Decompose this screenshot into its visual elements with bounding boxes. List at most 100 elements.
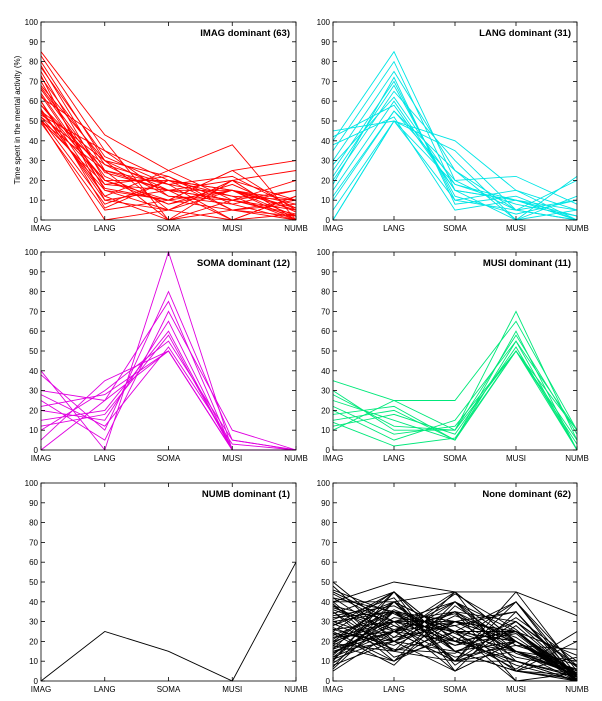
x-tick-label: SOMA: [443, 454, 467, 463]
panel-6: 0 10 20 30 40 50 60 70 80 90 100 IMAG LANG SOMA MUSI NU…: [317, 479, 589, 694]
y-tick-label: 70: [29, 307, 38, 316]
panel-1: 0 10 20 30 40 50 60 70 80 90 100 IMAG LANG SOMA MUSI NU…: [25, 18, 308, 233]
panel-5: 0 10 20 30 40 50 60 70 80 90 100 IMAG LANG SOMA MUSI NU…: [25, 479, 308, 694]
x-tick-label: LANG: [94, 224, 116, 233]
x-tick-label: NUMB: [565, 685, 589, 694]
series-line-4-1: [332, 320, 578, 431]
series-line-2-2: [332, 60, 578, 217]
series-line-1-30: [40, 75, 297, 221]
y-tick-label: 40: [321, 367, 330, 376]
y-tick-label: 0: [34, 446, 39, 455]
series-line-6-42: [332, 591, 578, 672]
series-line-6-56: [332, 611, 578, 682]
y-tick-label: 20: [321, 406, 330, 415]
y-tick-label: 20: [29, 176, 38, 185]
series-line-1-17: [40, 114, 297, 211]
series-line-1-28: [40, 95, 297, 211]
y-tick-label: 70: [321, 77, 330, 86]
y-tick-label: 10: [29, 426, 38, 435]
series-line-6-60: [332, 593, 578, 682]
y-tick-label: 20: [321, 637, 330, 646]
series-line-1-29: [40, 87, 297, 221]
y-tick-label: 50: [29, 347, 38, 356]
y-tick-label: 40: [29, 367, 38, 376]
x-tick-label: MUSI: [506, 454, 526, 463]
y-tick-label: 30: [29, 157, 38, 166]
y-tick-label: 90: [321, 38, 330, 47]
series-line-3-9: [40, 350, 296, 451]
x-tick-label: IMAG: [323, 685, 343, 694]
series-line-3-6: [40, 330, 296, 451]
series-line-6-37: [333, 591, 578, 617]
series-line-2-11: [332, 116, 578, 221]
series-line-3-4: [40, 310, 297, 451]
panel-3: 0 10 20 30 40 50 60 70 80 90 100 IMAG LANG SOMA MUSI NU…: [25, 248, 308, 463]
y-tick-label: 10: [29, 657, 38, 666]
y-tick-label: 60: [321, 327, 330, 336]
x-tick-label: LANG: [94, 454, 116, 463]
y-tick-label: 100: [25, 248, 39, 257]
series-line-3-3: [40, 300, 296, 451]
series-line-4-2: [332, 310, 578, 441]
y-tick-label: 50: [321, 347, 330, 356]
y-tick-label: 0: [326, 446, 331, 455]
series-line-5-1: [40, 561, 297, 682]
series-line-1-27: [40, 100, 297, 221]
y-tick-label: 0: [34, 216, 39, 225]
y-tick-label: 100: [25, 479, 39, 488]
series-line-1-26: [40, 104, 297, 213]
y-tick-label: 90: [29, 499, 38, 508]
y-tick-label: 80: [321, 58, 330, 67]
panel-title: None dominant (62): [482, 489, 571, 500]
y-tick-label: 30: [29, 387, 38, 396]
series-line-4-10: [332, 334, 578, 435]
series-line-3-11: [40, 350, 296, 451]
y-tick-label: 30: [29, 618, 38, 627]
y-tick-label: 50: [29, 578, 38, 587]
series-line-6-47: [332, 601, 578, 668]
y-tick-label: 100: [317, 248, 331, 257]
y-tick-label: 60: [321, 97, 330, 106]
panel-4: 0 10 20 30 40 50 60 70 80 90 100 IMAG LANG SOMA MUSI NU…: [317, 248, 589, 463]
x-tick-label: LANG: [383, 224, 405, 233]
x-tick-label: NUMB: [284, 685, 308, 694]
x-tick-label: MUSI: [222, 685, 242, 694]
y-tick-label: 30: [321, 387, 330, 396]
y-tick-label: 0: [326, 216, 331, 225]
y-tick-label: 0: [326, 677, 331, 686]
series-line-6-57: [332, 607, 578, 676]
series-line-2-7: [332, 110, 578, 205]
panel-2: 0 10 20 30 40 50 60 70 80 90 100 IMAG LANG SOMA MUSI NU…: [317, 18, 589, 233]
series-line-6-59: [332, 609, 578, 678]
panel-title: LANG dominant (31): [479, 28, 571, 39]
series-line-3-7: [40, 340, 297, 451]
x-tick-label: NUMB: [284, 224, 308, 233]
x-tick-label: MUSI: [222, 454, 242, 463]
y-tick-label: 100: [25, 18, 39, 27]
panel-title: MUSI dominant (11): [483, 258, 571, 269]
x-tick-label: IMAG: [31, 685, 51, 694]
series-line-1-31: [40, 67, 297, 209]
x-tick-label: LANG: [383, 685, 405, 694]
series-line-3-8: [40, 350, 296, 451]
y-tick-label: 50: [321, 117, 330, 126]
x-tick-label: LANG: [94, 685, 116, 694]
series-line-2-1: [332, 50, 578, 221]
series-line-6-49: [332, 593, 578, 666]
y-tick-label: 70: [321, 538, 330, 547]
y-tick-label: 100: [317, 18, 331, 27]
y-tick-label: 60: [29, 327, 38, 336]
y-tick-label: 60: [29, 97, 38, 106]
y-tick-label: 50: [321, 578, 330, 587]
y-tick-label: 70: [29, 77, 38, 86]
y-tick-label: 70: [29, 538, 38, 547]
y-tick-label: 40: [321, 137, 330, 146]
x-tick-label: IMAG: [323, 224, 343, 233]
series-line-2-17: [332, 120, 578, 221]
y-tick-label: 90: [29, 38, 38, 47]
panel-title: SOMA dominant (12): [197, 258, 290, 269]
x-tick-label: IMAG: [323, 454, 343, 463]
series-line-6-61: [332, 589, 578, 682]
panel-title: IMAG dominant (63): [200, 28, 290, 39]
series-line-4-11: [332, 350, 578, 447]
